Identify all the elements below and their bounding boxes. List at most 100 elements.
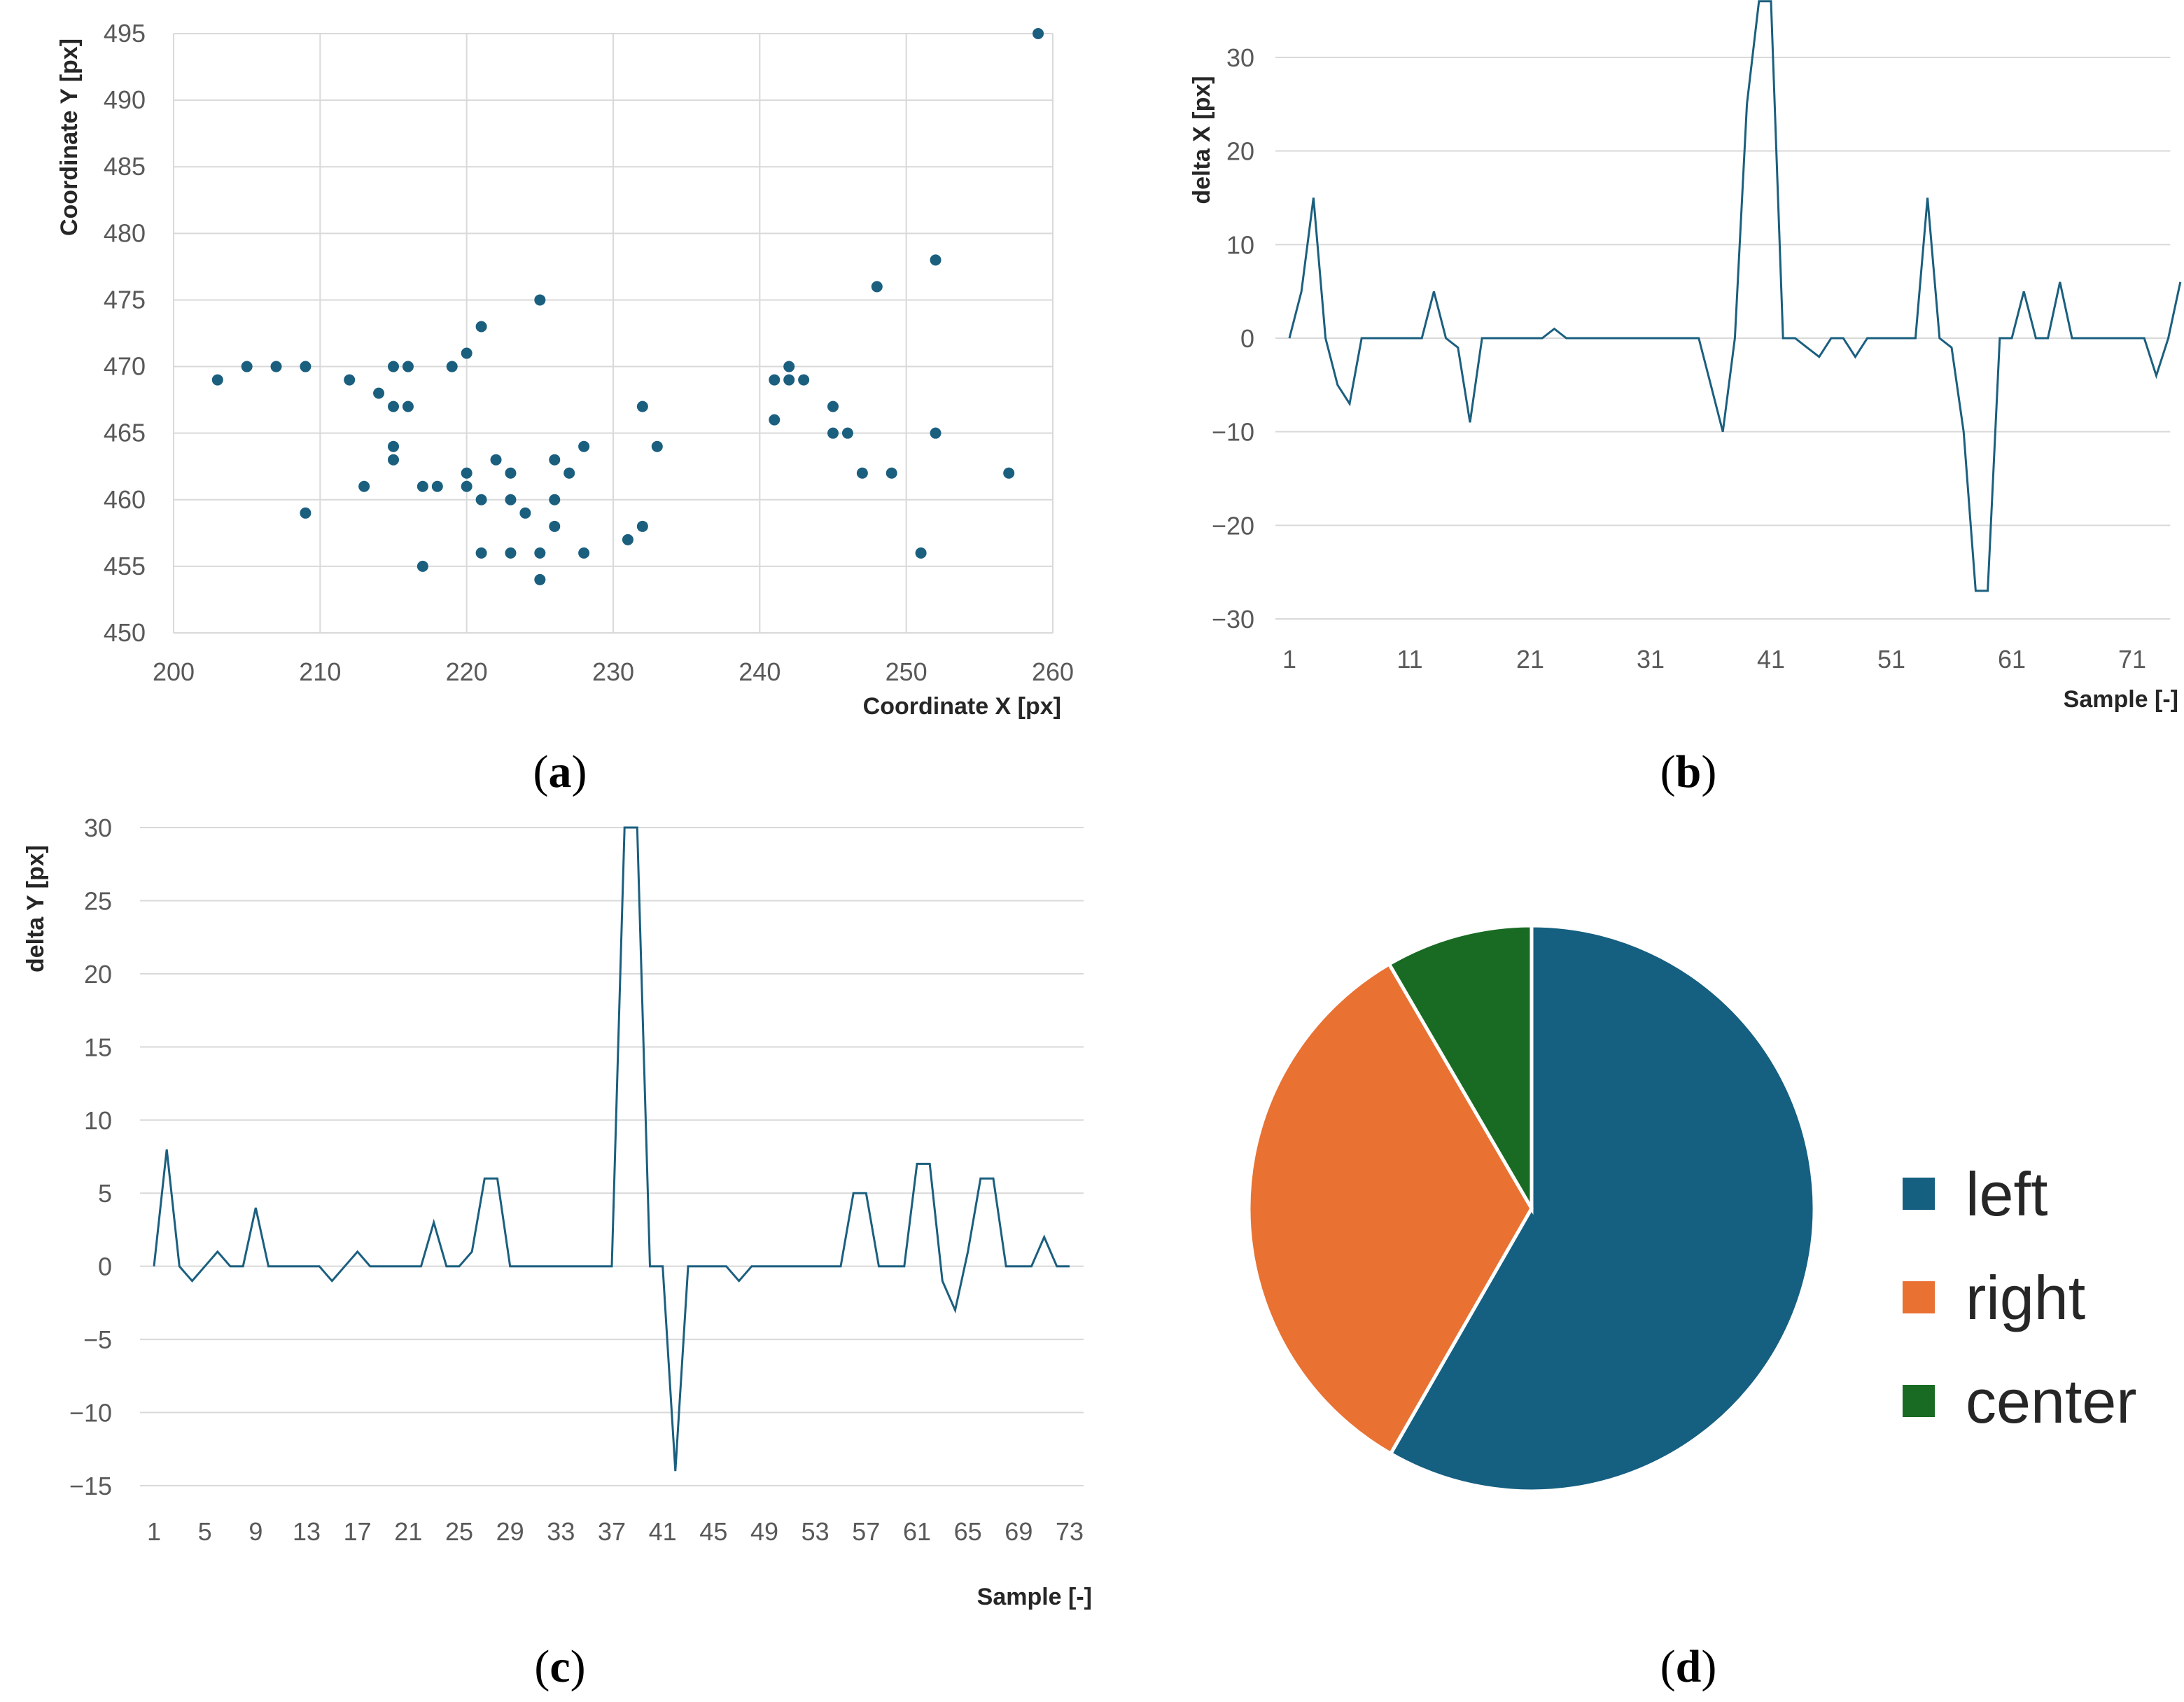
- y-tick-label: −5: [83, 1325, 112, 1354]
- y-tick-label: 0: [98, 1253, 112, 1281]
- legend-swatch-right: [1903, 1281, 1935, 1313]
- scatter-point: [461, 347, 472, 359]
- caption-letter: d: [1676, 1641, 1702, 1692]
- scatter-point: [402, 361, 414, 372]
- scatter-point: [651, 440, 663, 452]
- y-tick-label: 470: [104, 352, 146, 381]
- caption-letter: c: [550, 1641, 570, 1692]
- scatter-point: [416, 560, 428, 572]
- x-tick-label: 25: [445, 1517, 473, 1546]
- y-tick-label: 0: [1240, 324, 1254, 353]
- caption-c: (c): [534, 1641, 585, 1692]
- x-tick-label: 57: [852, 1517, 880, 1546]
- y-tick-label: 450: [104, 618, 146, 647]
- x-tick-label: 21: [1516, 645, 1544, 674]
- x-tick-label: 1: [147, 1517, 161, 1546]
- y-tick-label: 480: [104, 218, 146, 247]
- scatter-point: [798, 374, 810, 386]
- caption-a: (a): [533, 746, 587, 797]
- x-tick-label: 61: [903, 1517, 931, 1546]
- x-tick-label: 73: [1056, 1517, 1084, 1546]
- y-tick-label: 20: [84, 960, 112, 989]
- x-tick-labels: 200 210 220 230 240 250 260: [153, 657, 1074, 686]
- scatter-point: [475, 547, 487, 559]
- scatter-point: [622, 533, 634, 545]
- scatter-point: [373, 387, 385, 399]
- x-tick-label: 37: [598, 1517, 626, 1546]
- scatter-point: [211, 374, 223, 386]
- pie-slices: [1247, 923, 1816, 1493]
- y-tick-label: 30: [84, 814, 112, 842]
- scatter-point: [300, 507, 312, 519]
- scatter-point: [446, 361, 458, 372]
- scatter-point: [886, 467, 897, 479]
- scatter-point: [519, 507, 531, 519]
- x-tick-label: 41: [649, 1517, 677, 1546]
- scatter-point: [783, 361, 795, 372]
- scatter-point: [388, 440, 399, 452]
- scatter-point: [300, 361, 312, 372]
- caption-letter: b: [1676, 746, 1702, 797]
- scatter-point: [930, 427, 941, 439]
- scatter-point: [856, 467, 868, 479]
- panel-d-pie-chart: left right center (d): [1247, 923, 2137, 1692]
- scatter-point: [915, 547, 927, 559]
- x-tick-label: 9: [248, 1517, 262, 1546]
- scatter-point: [841, 427, 853, 439]
- scatter-point: [769, 414, 780, 426]
- x-tick-label: 33: [547, 1517, 575, 1546]
- y-tick-label: 460: [104, 485, 146, 514]
- x-axis-label: Sample [-]: [977, 1584, 1092, 1610]
- pie-slice-right: [1247, 961, 1534, 1456]
- y-tick-label: −10: [69, 1399, 112, 1428]
- grid: [140, 827, 1084, 1486]
- scatter-point: [416, 480, 428, 492]
- y-tick-labels: 450 455 460 465 470 475 480 485 490 495: [104, 19, 146, 647]
- legend-label-center: center: [1966, 1367, 2137, 1436]
- scatter-point: [461, 467, 472, 479]
- grid: [173, 33, 1054, 634]
- y-tick-label: 20: [1226, 137, 1254, 166]
- scatter-point: [564, 467, 575, 479]
- scatter-point: [534, 294, 546, 306]
- x-tick-label: 53: [802, 1517, 830, 1546]
- scatter-points: [211, 28, 1044, 585]
- scatter-point: [636, 520, 648, 532]
- x-tick-label: 51: [1877, 645, 1905, 674]
- caption-letter: a: [549, 746, 572, 797]
- scatter-point: [578, 547, 590, 559]
- x-tick-label: 29: [496, 1517, 524, 1546]
- y-tick-labels: 30 25 20 15 10 5 0 −5 −10 −15: [69, 814, 112, 1500]
- delta-y-series-line: [153, 826, 1070, 1472]
- x-tick-label: 17: [344, 1517, 372, 1546]
- y-tick-label: 25: [84, 886, 112, 915]
- x-tick-label: 69: [1004, 1517, 1032, 1546]
- scatter-point: [827, 427, 839, 439]
- scatter-point: [769, 374, 780, 386]
- scatter-point: [388, 400, 399, 412]
- x-tick-label: 45: [699, 1517, 727, 1546]
- y-tick-label: 5: [98, 1179, 112, 1208]
- scatter-point: [358, 480, 370, 492]
- scatter-point: [388, 361, 399, 372]
- scatter-point: [241, 361, 253, 372]
- scatter-point: [402, 400, 414, 412]
- legend-label-left: left: [1966, 1159, 2047, 1229]
- x-tick-label: 31: [1637, 645, 1665, 674]
- legend: left right center: [1903, 1159, 2137, 1436]
- x-tick-label: 13: [293, 1517, 321, 1546]
- scatter-point: [827, 400, 839, 412]
- pie-slice-left: [1388, 923, 1816, 1493]
- x-tick-label: 65: [954, 1517, 982, 1546]
- y-tick-label: −30: [1212, 605, 1254, 634]
- scatter-point: [871, 281, 883, 293]
- x-tick-label: 1: [1282, 645, 1296, 674]
- y-tick-label: 10: [1226, 230, 1254, 259]
- scatter-point: [930, 254, 941, 266]
- x-tick-label: 21: [394, 1517, 422, 1546]
- scatter-point: [270, 361, 282, 372]
- scatter-point: [636, 400, 648, 412]
